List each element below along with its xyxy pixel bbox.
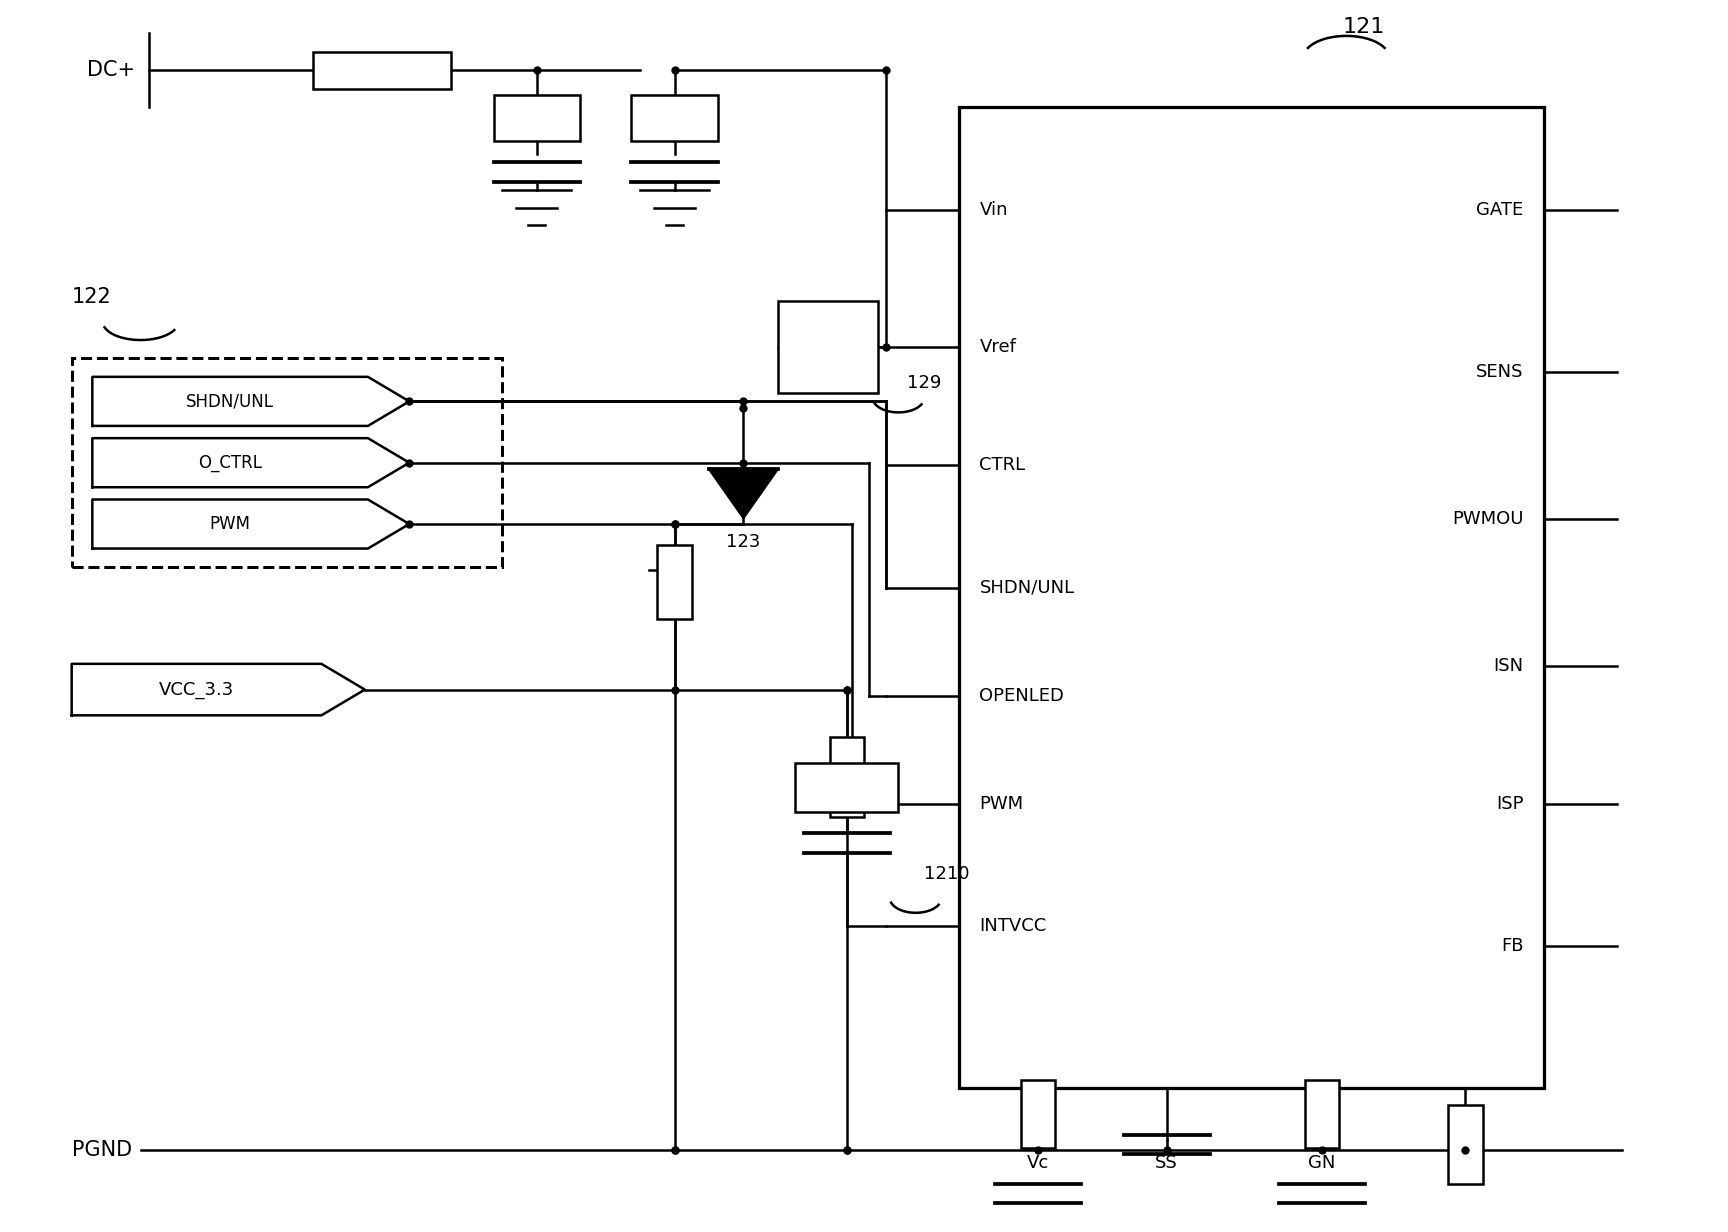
Text: 1210: 1210 <box>924 865 969 882</box>
Text: PGND: PGND <box>73 1140 131 1159</box>
Text: PWM: PWM <box>980 795 1023 813</box>
Text: SHDN/UNL: SHDN/UNL <box>980 579 1075 596</box>
Text: OPENLED: OPENLED <box>980 686 1064 705</box>
Text: PWM: PWM <box>209 515 251 533</box>
Text: 129: 129 <box>907 375 942 392</box>
Text: O_CTRL: O_CTRL <box>199 453 263 472</box>
Text: Vc: Vc <box>1026 1154 1049 1173</box>
Bar <box>494 95 581 142</box>
Text: CTRL: CTRL <box>980 456 1025 474</box>
Text: 123: 123 <box>726 533 760 552</box>
Bar <box>959 107 1545 1088</box>
Bar <box>778 302 878 393</box>
Text: RT: RT <box>1455 1154 1476 1173</box>
Text: SHDN/UNL: SHDN/UNL <box>187 392 275 410</box>
Text: Vref: Vref <box>980 339 1016 356</box>
Bar <box>1305 1080 1339 1148</box>
Text: GATE: GATE <box>1476 201 1524 219</box>
Polygon shape <box>708 469 778 517</box>
Text: FB: FB <box>1502 936 1524 955</box>
Bar <box>795 763 899 812</box>
Text: GN: GN <box>1308 1154 1336 1173</box>
Text: ISP: ISP <box>1496 795 1524 813</box>
Text: 121: 121 <box>1343 17 1384 37</box>
Bar <box>631 95 717 142</box>
FancyBboxPatch shape <box>71 359 503 567</box>
Text: Vin: Vin <box>980 201 1007 219</box>
Text: 122: 122 <box>71 287 111 307</box>
Text: ISN: ISN <box>1493 658 1524 675</box>
Text: SS: SS <box>1156 1154 1178 1173</box>
Text: SENS: SENS <box>1476 363 1524 381</box>
Bar <box>657 546 691 618</box>
Bar <box>1448 1105 1483 1184</box>
Text: VCC_3.3: VCC_3.3 <box>159 680 235 699</box>
Text: PWMOU: PWMOU <box>1452 510 1524 529</box>
Bar <box>1021 1080 1056 1148</box>
Text: INTVCC: INTVCC <box>980 918 1047 935</box>
Text: DC+: DC+ <box>88 60 135 80</box>
Bar <box>313 52 451 89</box>
Bar <box>829 738 864 817</box>
